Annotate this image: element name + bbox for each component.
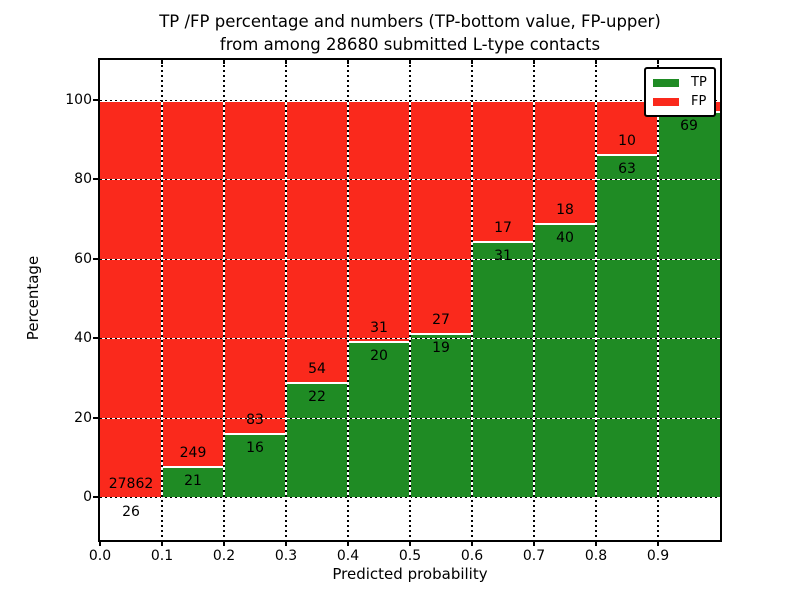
bar-segment-fp: [410, 100, 472, 334]
x-tick-label: 0.6: [460, 548, 484, 564]
legend-label: TP: [691, 75, 707, 90]
x-tick-label: 0.9: [646, 548, 670, 564]
y-tick-mark: [93, 337, 98, 340]
bar-segment-tp: [472, 240, 534, 497]
x-tick-mark-top: [409, 60, 411, 64]
bar-segment-fp: [162, 100, 224, 467]
x-tick-mark-top: [347, 60, 349, 64]
tp-count-label: 31: [494, 247, 512, 264]
fp-count-label: 27: [432, 312, 450, 329]
y-tick-label: 60: [74, 250, 92, 267]
x-tick-mark-top: [223, 60, 225, 64]
y-tick-label: 100: [65, 92, 92, 108]
x-tick-mark: [223, 541, 225, 546]
y-tick-label: 20: [74, 409, 92, 426]
fp-count-label: 17: [494, 219, 512, 236]
bar-segment-fp: [224, 100, 286, 433]
x-tick-label: 0.7: [522, 548, 546, 564]
legend: TP FP: [644, 67, 716, 117]
bar-segment-fp: [472, 100, 534, 241]
x-tick-mark: [533, 541, 535, 546]
plot-area: 27862 26 249 21 83 16 54 22 31 20 27 19 17 31 18 40 10 63…: [93, 60, 720, 546]
v-gridline: [223, 60, 225, 540]
v-gridline: [657, 60, 659, 540]
bar-segment-tp: [534, 223, 596, 497]
tp-count-label: 20: [370, 348, 388, 365]
fp-count-label: 83: [246, 411, 264, 428]
tp-count-label: 63: [618, 161, 636, 178]
x-tick-mark-top: [657, 60, 659, 64]
bar-segment-tp: [596, 154, 658, 497]
bar-segment-fp: [100, 100, 162, 497]
tp-count-label: 69: [680, 118, 698, 135]
y-tick-mark: [93, 178, 98, 181]
x-tick-mark-top: [533, 60, 535, 64]
tp-count-label: 16: [246, 439, 264, 456]
y-tick-mark: [93, 257, 98, 260]
fp-count-label: 31: [370, 320, 388, 337]
x-tick-mark: [409, 541, 411, 546]
tp-count-label: 22: [308, 389, 326, 406]
v-gridline: [595, 60, 597, 540]
y-tick-mark: [93, 99, 98, 101]
x-tick-mark-top: [595, 60, 597, 64]
x-tick-mark: [347, 541, 349, 546]
x-tick-label: 0.2: [212, 548, 236, 564]
v-gridline: [285, 60, 287, 540]
tp-count-label: 21: [184, 473, 202, 490]
x-tick-mark: [99, 541, 101, 546]
v-gridline: [347, 60, 349, 540]
fp-count-label: 54: [308, 361, 326, 378]
y-tick-mark: [93, 416, 98, 419]
v-gridline: [471, 60, 473, 540]
x-tick-label: 0.8: [584, 548, 608, 564]
x-tick-label: 0.3: [274, 548, 298, 564]
bar-segment-fp: [286, 100, 348, 383]
y-axis-label: Percentage: [24, 255, 42, 341]
bar-segment-tp: [348, 341, 410, 497]
legend-row: TP: [653, 73, 714, 92]
x-tick-mark: [657, 541, 659, 546]
x-tick-label: 0.1: [150, 548, 174, 564]
x-tick-mark-top: [471, 60, 473, 64]
x-axis-label: Predicted probability: [332, 565, 488, 583]
legend-row: FP: [653, 92, 714, 111]
fp-count-label: 18: [556, 202, 574, 219]
bar-segment-tp: [162, 466, 224, 497]
fp-count-label: 27862: [108, 475, 154, 492]
tp-count-label: 19: [432, 340, 450, 357]
chart-title-line2: from among 28680 submitted L-type contac…: [219, 35, 601, 54]
bar-segment-fp: [534, 100, 596, 224]
v-gridline: [409, 60, 411, 540]
y-tick-label: 80: [74, 171, 92, 188]
chart-title-line1: TP /FP percentage and numbers (TP-bottom…: [159, 12, 661, 31]
x-tick-mark: [161, 541, 163, 546]
fp-legend-patch: [653, 97, 679, 106]
bar-segment-fp: [348, 100, 410, 342]
tp-count-label: 26: [122, 503, 140, 520]
x-tick-label: 0.5: [398, 548, 422, 564]
y-tick-label: 40: [74, 330, 92, 347]
bar-segment-tp: [410, 333, 472, 497]
legend-label: FP: [691, 94, 707, 109]
x-tick-mark: [595, 541, 597, 546]
x-tick-label: 0.0: [88, 548, 112, 564]
tp-count-label: 40: [556, 230, 574, 247]
x-tick-mark: [285, 541, 287, 546]
x-tick-mark: [471, 541, 473, 546]
tp-legend-patch: [653, 78, 679, 87]
bar-segment-tp: [658, 111, 720, 497]
x-tick-mark-top: [161, 60, 163, 64]
v-gridline: [533, 60, 535, 540]
bar-segment-tp: [224, 432, 286, 497]
y-tick-mark: [93, 496, 98, 498]
v-gridline: [161, 60, 163, 540]
x-tick-mark-top: [285, 60, 287, 64]
fp-count-label: 10: [618, 133, 636, 150]
x-tick-label: 0.4: [336, 548, 360, 564]
y-tick-label: 0: [83, 489, 92, 505]
bar-segment-tp: [286, 382, 348, 497]
fp-count-label: 249: [179, 445, 207, 462]
